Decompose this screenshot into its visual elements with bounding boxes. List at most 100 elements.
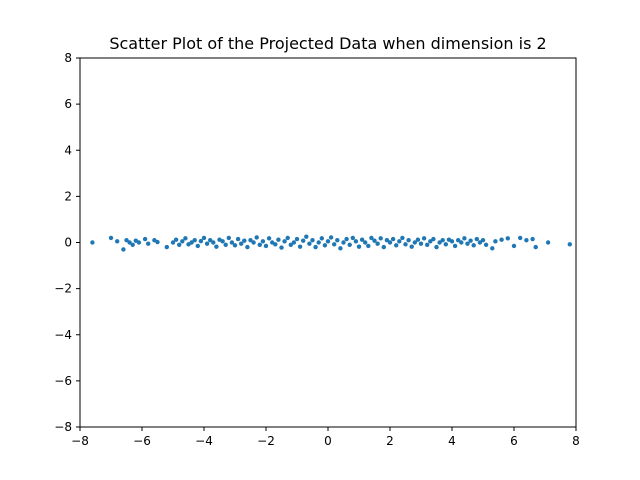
scatter-point (245, 244, 250, 250)
x-tick-label: 2 (386, 434, 394, 448)
scatter-point (356, 244, 362, 249)
y-tick-label: 8 (64, 51, 72, 65)
scatter-point (567, 242, 572, 247)
scatter-point (477, 240, 483, 245)
scatter-point (136, 240, 142, 245)
scatter-point (437, 240, 442, 245)
scatter-point (214, 244, 219, 249)
scatter-point (332, 242, 337, 247)
scatter-point (223, 242, 228, 248)
scatter-point (220, 239, 225, 244)
scatter-point (443, 242, 448, 247)
scatter-point (285, 235, 290, 241)
scatter-point (412, 240, 417, 245)
y-tick-label: −6 (54, 374, 72, 388)
y-tick-label: −4 (54, 328, 72, 342)
scatter-point (462, 236, 467, 241)
scatter-point (440, 237, 445, 243)
scatter-point (164, 244, 169, 250)
scatter-point (474, 236, 479, 242)
scatter-point (381, 244, 386, 250)
scatter-point (304, 234, 309, 239)
scatter-point (239, 241, 244, 246)
scatter-point (288, 242, 293, 248)
scatter-point (301, 238, 306, 243)
scatter-point (276, 237, 281, 242)
chart-title: Scatter Plot of the Projected Data when … (109, 34, 546, 53)
scatter-point (204, 241, 210, 246)
scatter-point (180, 239, 185, 244)
scatter-point (294, 236, 300, 242)
x-axis: −8 −6 −4 −2 0 2 4 6 8 (71, 427, 580, 448)
scatter-point (403, 242, 408, 247)
scatter-point (251, 240, 256, 245)
x-tick-label: 8 (572, 434, 580, 448)
scatter-point (378, 236, 383, 241)
scatter-point (273, 242, 278, 247)
scatter-point (297, 244, 303, 249)
scatter-point (279, 245, 284, 250)
scatter-point (229, 240, 235, 245)
scatter-point (372, 238, 377, 243)
scatter-point (363, 240, 368, 245)
scatter-point (173, 237, 179, 242)
scatter-point (322, 243, 328, 248)
scatter-point (415, 237, 421, 242)
scatter-point (254, 235, 259, 240)
scatter-point (406, 237, 411, 243)
scatter-point (499, 237, 504, 242)
x-tick-label: 6 (510, 434, 518, 448)
scatter-point (155, 239, 160, 245)
x-tick-label: −2 (257, 434, 275, 448)
scatter-point (260, 239, 266, 244)
y-axis: −8 −6 −4 −2 0 2 4 6 8 (54, 51, 80, 434)
y-tick-label: 2 (64, 189, 72, 203)
scatter-point (397, 239, 402, 244)
scatter-point (208, 237, 213, 243)
scatter-point (545, 240, 551, 245)
scatter-point (483, 242, 489, 248)
scatter-point (359, 237, 365, 242)
scatter-point (248, 237, 253, 243)
scatter-point (232, 243, 238, 248)
scatter-point (390, 236, 396, 242)
scatter-point (325, 239, 331, 244)
scatter-point (335, 237, 340, 243)
scatter-point (490, 246, 495, 251)
scatter-point (183, 236, 188, 241)
scatter-point (452, 243, 458, 249)
scatter-point (459, 240, 464, 245)
scatter-point (328, 235, 334, 240)
scatter-point (266, 236, 272, 241)
x-tick-label: −6 (133, 434, 151, 448)
scatter-point (530, 236, 535, 242)
scatter-point (195, 243, 200, 249)
scatter-point (480, 237, 486, 243)
scatter-point (524, 237, 529, 243)
scatter-point (431, 236, 436, 242)
scatter-point (493, 239, 498, 244)
scatter-point (115, 239, 120, 244)
scatter-point (387, 240, 393, 245)
scatter-point (369, 235, 374, 241)
scatter-point (211, 240, 216, 245)
y-tick-label: 6 (64, 97, 72, 111)
scatter-point (235, 236, 241, 242)
scatter-point (533, 244, 538, 250)
scatter-point (375, 241, 380, 246)
x-tick-label: −8 (71, 434, 89, 448)
scatter-points (90, 234, 572, 252)
scatter-point (313, 244, 318, 250)
scatter-point (263, 243, 269, 249)
scatter-point (177, 242, 182, 248)
scatter-point (341, 240, 346, 245)
scatter-point (124, 237, 129, 243)
scatter-point (418, 241, 424, 246)
scatter-point (226, 235, 231, 241)
scatter-point (282, 239, 287, 244)
scatter-point (170, 240, 176, 245)
scatter-point (366, 243, 371, 249)
scatter-point (108, 235, 114, 241)
